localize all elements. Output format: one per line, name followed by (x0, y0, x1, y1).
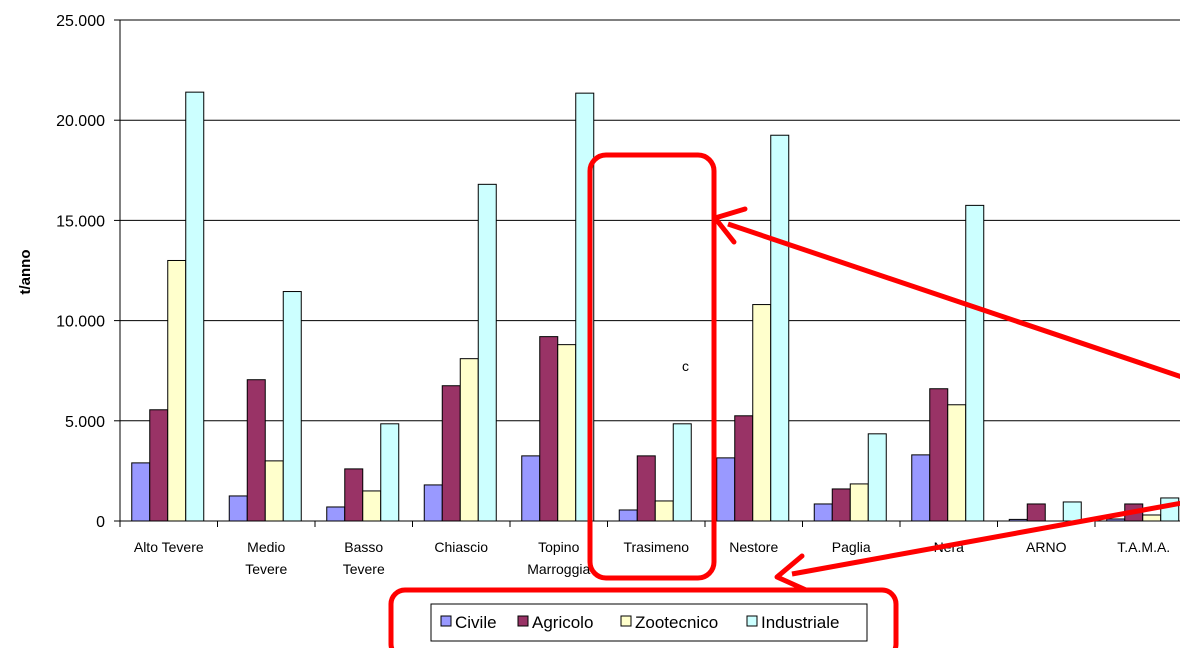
legend-label-zootecnico: Zootecnico (635, 613, 718, 632)
bar-industriale (477, 183, 497, 522)
legend-label-civile: Civile (455, 613, 497, 632)
bar-civile (326, 506, 346, 522)
bar-agricolo (929, 388, 949, 522)
y-tick-label: 20.000 (56, 113, 105, 130)
x-tick-label: ARNO (1026, 539, 1067, 555)
highlight-overlay (388, 152, 1180, 648)
y-tick-label: 25.000 (56, 13, 105, 30)
annotation-text: c (682, 358, 689, 374)
legend-swatch-zootecnico (620, 615, 632, 627)
x-tick-label: Basso Tevere (343, 539, 385, 577)
x-axis: Alto Tevere Medio Tevere Basso Tevere Chiasci… (119, 520, 1180, 577)
bar-industriale (282, 291, 302, 522)
bar-industriale (770, 134, 790, 522)
arrow-to-trasimeno-line (727, 221, 1180, 379)
legend-label-agricolo: Agricolo (532, 613, 593, 632)
x-tick-label: Medio Tevere (245, 539, 287, 577)
bar-agricolo (1026, 503, 1046, 522)
bar-civile (911, 454, 931, 522)
bar-industriale (672, 423, 692, 522)
arrow-to-legend-head (774, 553, 809, 593)
bar-civile (228, 495, 248, 522)
bar-agricolo (149, 409, 169, 522)
bars (131, 91, 1180, 522)
bar-civile (716, 457, 736, 522)
bar-zootecnico (654, 500, 674, 522)
bar-civile (423, 484, 443, 522)
bar-agricolo (636, 455, 656, 522)
trasimeno-highlight-box (587, 152, 717, 581)
bar-zootecnico (264, 460, 284, 522)
y-tick-label: 0 (96, 514, 105, 531)
x-tick-label: Trasimeno (623, 539, 689, 555)
y-tick-label: 15.000 (56, 213, 105, 230)
legend-swatch-agricolo (517, 615, 529, 627)
bar-agricolo (344, 468, 364, 522)
legend-label-industriale: Industriale (761, 613, 839, 632)
bar-civile (618, 509, 638, 522)
y-tick-label: 10.000 (56, 314, 105, 331)
bar-zootecnico (849, 483, 869, 522)
bar-zootecnico (1142, 514, 1162, 522)
legend-swatch-civile (440, 615, 452, 627)
bar-zootecnico (459, 358, 479, 522)
bar-agricolo (539, 336, 559, 522)
x-tick-label: Nestore (729, 539, 778, 555)
legend: Civile Agricolo Zootecnico Industriale (430, 603, 868, 642)
bar-zootecnico (752, 304, 772, 522)
y-axis: 0 5.000 10.000 15.000 20.000 25.000 (56, 13, 121, 531)
bar-industriale (867, 433, 887, 522)
bar-industriale (1160, 497, 1180, 522)
gridlines (120, 19, 1180, 422)
x-tick-label: Alto Tevere (134, 539, 204, 555)
x-tick-label: Paglia (832, 539, 871, 555)
arrow-to-trasimeno-head (712, 206, 748, 245)
bar-zootecnico (947, 404, 967, 522)
legend-box (430, 603, 868, 642)
legend-swatch-industriale (746, 615, 758, 627)
x-tick-label: Chiascio (434, 539, 488, 555)
bar-zootecnico (362, 490, 382, 522)
bar-industriale (1062, 501, 1082, 522)
y-tick-label: 5.000 (65, 414, 105, 431)
x-tick-label: T.A.M.A. (1117, 539, 1170, 555)
arrow-to-legend-line (791, 500, 1180, 577)
bar-civile (813, 503, 833, 522)
bar-industriale (965, 204, 985, 522)
bar-industriale (185, 91, 205, 522)
bar-zootecnico (557, 344, 577, 522)
legend-highlight-box (388, 587, 899, 648)
bar-civile (521, 455, 541, 522)
bar-zootecnico (167, 259, 187, 522)
bar-civile (131, 462, 151, 522)
y-axis-label: t/anno (17, 250, 34, 295)
bar-agricolo (441, 385, 461, 522)
bar-agricolo (831, 488, 851, 522)
x-tick-label: Topino Marroggia (527, 539, 590, 577)
bar-industriale (380, 423, 400, 522)
bar-agricolo (734, 415, 754, 522)
bar-agricolo (246, 379, 266, 522)
